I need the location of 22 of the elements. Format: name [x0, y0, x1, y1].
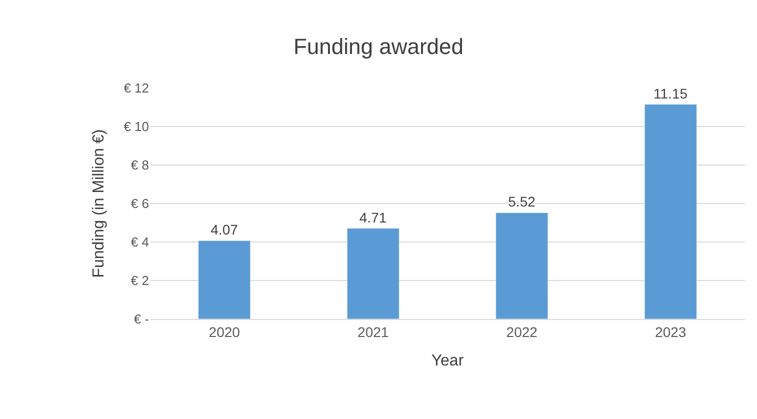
y-tick-label: € 12: [124, 80, 149, 96]
bar: [198, 240, 251, 319]
x-axis-title: Year: [431, 352, 464, 370]
y-tick-label: € 2: [130, 273, 149, 288]
data-label: 11.15: [654, 85, 688, 102]
data-label: 4.07: [210, 222, 238, 238]
bar: [496, 212, 548, 319]
y-tick-label: € 4: [130, 234, 149, 250]
y-tick-label: € 8: [130, 158, 149, 173]
chart-title: Funding awarded: [293, 34, 464, 59]
y-tick-label: € 6: [130, 196, 149, 212]
x-tick-label: 2021: [358, 324, 389, 340]
bar: [346, 228, 400, 319]
x-tick-label: 2022: [506, 324, 538, 340]
x-tick-label: 2020: [208, 324, 240, 340]
data-label: 4.71: [359, 209, 387, 226]
y-tick-label: € 10: [124, 119, 149, 134]
x-tick-label: 2023: [655, 324, 686, 340]
y-tick-label: € -: [134, 312, 149, 327]
data-label: 5.52: [508, 194, 536, 210]
bar: [644, 104, 697, 319]
y-axis-title: Funding (in Million €): [90, 129, 108, 278]
